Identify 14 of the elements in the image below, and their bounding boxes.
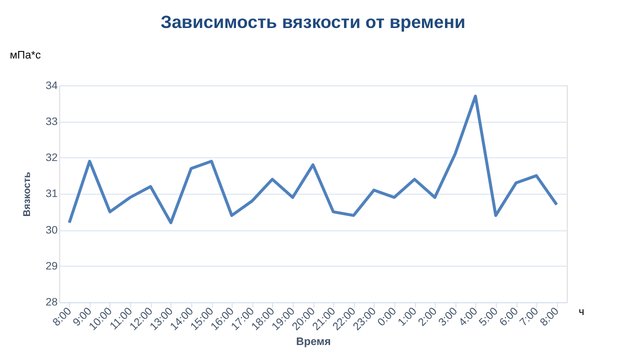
y-axis-title: Вязкость	[22, 172, 33, 217]
y-tick-label: 30	[46, 224, 58, 236]
y-tick-label: 31	[46, 188, 58, 200]
y-tick-label: 29	[46, 260, 58, 272]
x-axis-title: Время	[296, 336, 331, 348]
y-tick-label: 33	[46, 116, 58, 128]
x-tick-label: 0:00	[376, 305, 399, 329]
y-tick-label: 32	[46, 152, 58, 164]
chart-title: Зависимость вязкости от времени	[160, 12, 466, 32]
text: ч	[578, 306, 584, 318]
x-tick-label: 3:00	[436, 305, 460, 329]
y-tick-label: 34	[46, 80, 58, 92]
text: мПа*с	[10, 50, 42, 62]
line-series	[68, 94, 558, 224]
